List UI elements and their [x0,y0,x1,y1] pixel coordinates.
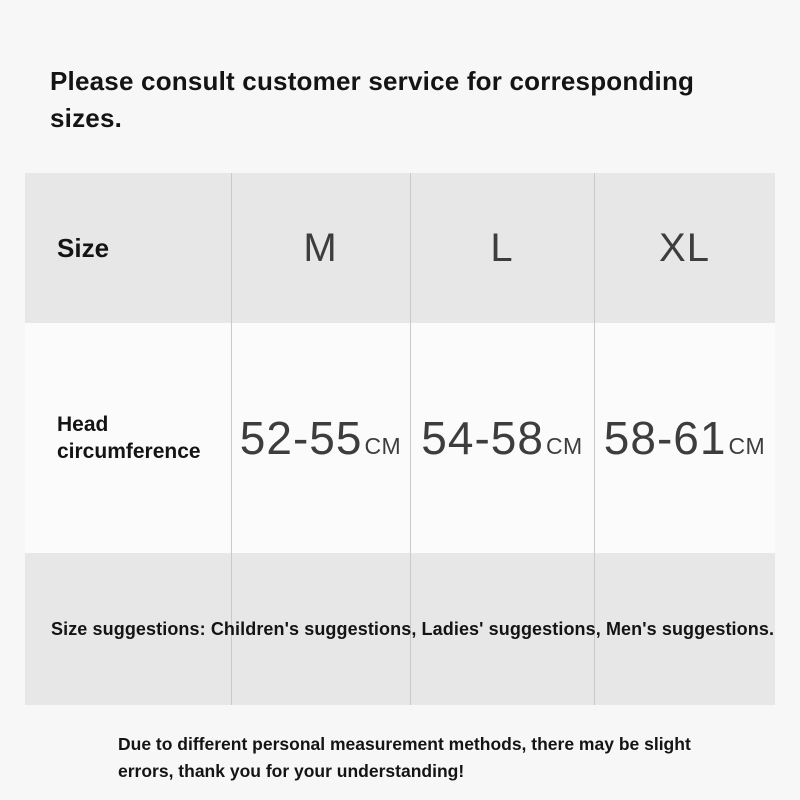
size-header-label: Size [57,232,110,263]
head-circumference-label: Head circumference [57,412,201,463]
size-header-cell: Size [25,173,231,323]
column-divider-2 [410,173,411,705]
size-column-m: M [231,173,410,323]
size-column-xl-label: XL [659,225,710,270]
head-circumference-value-l: 54-58CM [410,323,594,553]
disclaimer-text: Due to different personal measurement me… [118,734,691,782]
value-l-number: 54-58 [421,412,544,464]
value-l-unit: CM [545,433,583,459]
value-xl-unit: CM [728,433,766,459]
head-circumference-label-cell: Head circumference [25,323,231,553]
page-title: Please consult customer service for corr… [50,66,695,133]
value-m-number: 52-55 [239,412,363,464]
column-divider-1 [231,173,232,705]
value-xl-number: 58-61 [603,412,727,464]
head-circumference-row: Head circumference 52-55CM 54-58CM 58-61… [25,323,775,553]
column-divider-3 [594,173,595,705]
size-suggestions-text: Size suggestions: Children's suggestions… [51,618,775,639]
head-circumference-value-m: 52-55CM [231,323,410,553]
size-column-m-label: M [303,225,338,270]
size-table: Size M L XL Head circumference 52-55CM 5… [25,173,775,705]
size-column-l: L [410,173,594,323]
size-column-l-label: L [490,225,514,270]
size-table-header-row: Size M L XL [25,173,775,323]
size-column-xl: XL [594,173,775,323]
size-suggestions-row: Size suggestions: Children's suggestions… [25,553,775,705]
head-circumference-value-xl: 58-61CM [594,323,775,553]
value-m-unit: CM [364,433,402,459]
